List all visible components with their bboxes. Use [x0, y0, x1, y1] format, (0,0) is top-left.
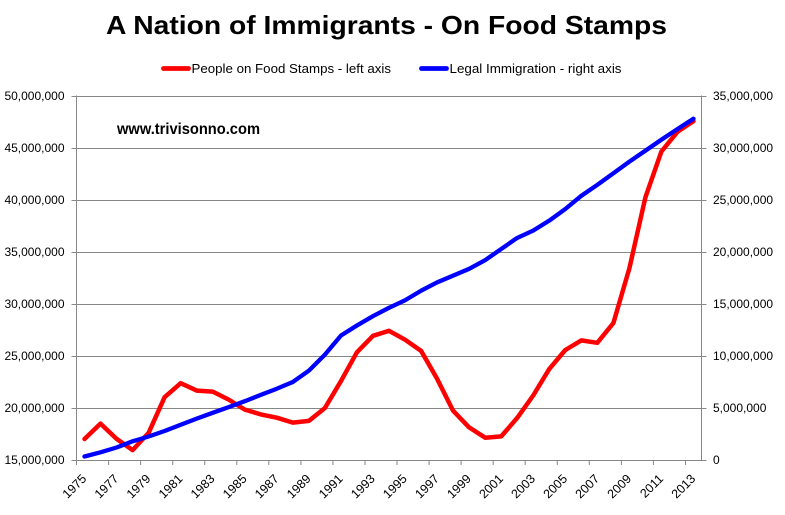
svg-text:30,000,000: 30,000,000: [4, 297, 64, 311]
svg-text:15,000,000: 15,000,000: [4, 453, 64, 467]
svg-text:45,000,000: 45,000,000: [4, 141, 64, 155]
svg-text:People on Food Stamps - left a: People on Food Stamps - left axis: [192, 61, 392, 76]
svg-text:30,000,000: 30,000,000: [713, 141, 773, 155]
svg-text:Legal Immigration - right axis: Legal Immigration - right axis: [450, 61, 623, 76]
svg-text:15,000,000: 15,000,000: [713, 297, 773, 311]
svg-text:20,000,000: 20,000,000: [4, 401, 64, 415]
svg-text:25,000,000: 25,000,000: [4, 349, 64, 363]
svg-text:A Nation of Immigrants - On Fo: A Nation of Immigrants - On Food Stamps: [106, 10, 667, 40]
svg-text:35,000,000: 35,000,000: [713, 89, 773, 103]
svg-text:35,000,000: 35,000,000: [4, 245, 64, 259]
svg-text:25,000,000: 25,000,000: [713, 193, 773, 207]
svg-text:40,000,000: 40,000,000: [4, 193, 64, 207]
svg-text:50,000,000: 50,000,000: [4, 89, 64, 103]
svg-text:www.trivisonno.com: www.trivisonno.com: [116, 121, 260, 138]
svg-text:5,000,000: 5,000,000: [713, 401, 767, 415]
svg-text:0: 0: [713, 453, 720, 467]
svg-text:10,000,000: 10,000,000: [713, 349, 773, 363]
svg-text:20,000,000: 20,000,000: [713, 245, 773, 259]
